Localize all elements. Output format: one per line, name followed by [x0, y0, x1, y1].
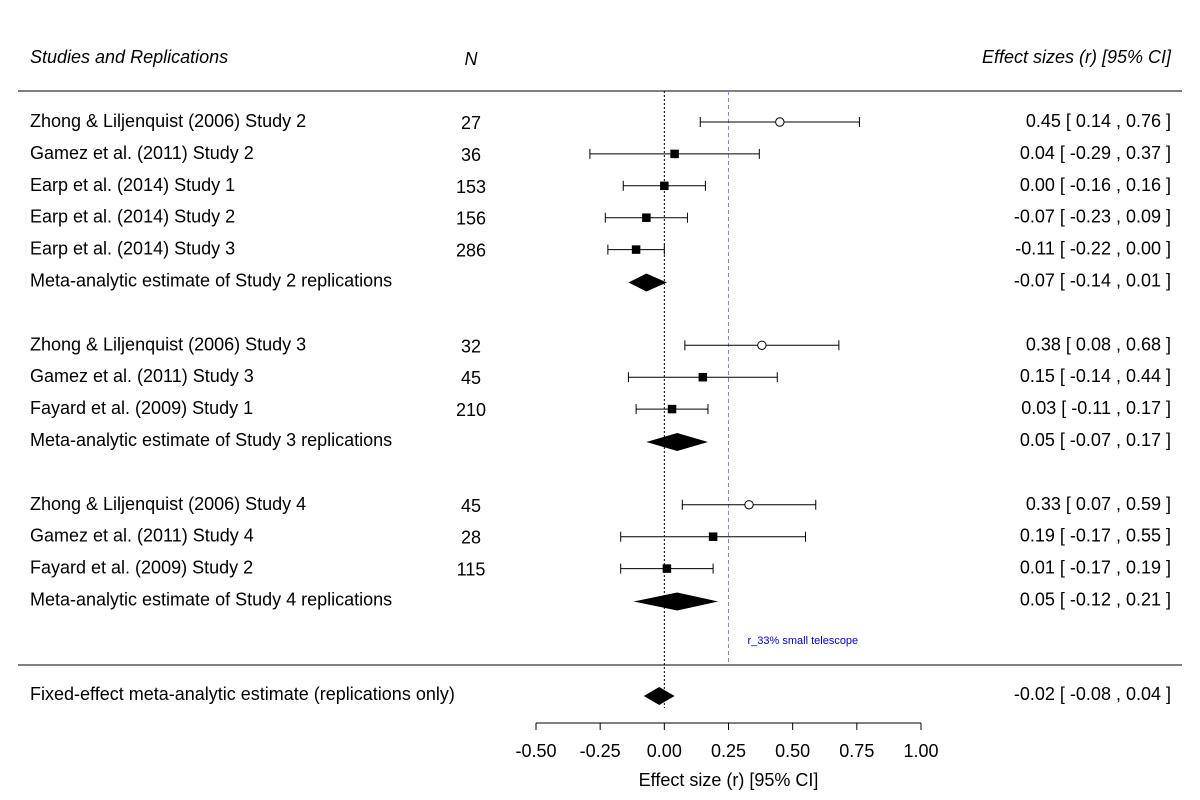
row-effect-text: -0.11 [ -0.22 , 0.00 ]	[1015, 239, 1171, 259]
x-tick-label: 0.25	[711, 741, 746, 761]
row-effect-text: 0.01 [ -0.17 , 0.19 ]	[1020, 558, 1171, 578]
x-axis-title: Effect size (r) [95% CI]	[639, 770, 819, 790]
overall-row: Fixed-effect meta-analytic estimate (rep…	[30, 684, 1171, 705]
row-effect-text: 0.15 [ -0.14 , 0.44 ]	[1020, 366, 1171, 386]
row-n: 28	[461, 528, 481, 548]
row-effect-text: 0.05 [ -0.07 , 0.17 ]	[1020, 430, 1171, 450]
row-label: Earp et al. (2014) Study 3	[30, 239, 235, 259]
x-tick-label: 0.75	[839, 741, 874, 761]
row-effect-text: 0.03 [ -0.11 , 0.17 ]	[1021, 398, 1171, 418]
row-label: Fayard et al. (2009) Study 2	[30, 558, 253, 578]
study-row: Zhong & Liljenquist (2006) Study 2 27 0.45…	[30, 111, 1171, 133]
row-n: 115	[457, 560, 486, 580]
study-row: Gamez et al. (2011) Study 4 28 0.19 [ -0.1…	[30, 526, 1171, 548]
row-effect-text: 0.45 [ 0.14 , 0.76 ]	[1026, 111, 1171, 131]
row-label: Fixed-effect meta-analytic estimate (rep…	[30, 684, 455, 704]
x-tick-label: -0.25	[580, 741, 621, 761]
row-n: 36	[461, 145, 481, 165]
row-label: Zhong & Liljenquist (2006) Study 3	[30, 334, 306, 354]
study-row: Zhong & Liljenquist (2006) Study 4 45 0.33…	[30, 494, 1171, 516]
row-label: Zhong & Liljenquist (2006) Study 4	[30, 494, 306, 514]
row-label: Zhong & Liljenquist (2006) Study 2	[30, 111, 306, 131]
x-tick-label: 0.50	[775, 741, 810, 761]
row-label: Meta-analytic estimate of Study 2 replic…	[30, 271, 392, 291]
point-estimate-square	[642, 213, 651, 222]
row-label: Earp et al. (2014) Study 2	[30, 207, 235, 227]
point-estimate-square	[660, 181, 669, 191]
row-effect-text: 0.19 [ -0.17 , 0.55 ]	[1020, 526, 1171, 546]
study-row: Fayard et al. (2009) Study 1 210 0.03 [ -0…	[30, 398, 1171, 420]
row-label: Fayard et al. (2009) Study 1	[30, 398, 253, 418]
summary-row: Meta-analytic estimate of Study 2 replic…	[30, 271, 1171, 292]
summary-diamond	[646, 433, 708, 451]
row-n: 45	[461, 496, 481, 516]
row-label: Meta-analytic estimate of Study 3 replic…	[30, 430, 392, 450]
row-n: 156	[456, 209, 486, 229]
row-effect-text: 0.33 [ 0.07 , 0.59 ]	[1026, 494, 1171, 514]
row-effect-text: 0.05 [ -0.12 , 0.21 ]	[1020, 590, 1171, 610]
row-label: Gamez et al. (2011) Study 4	[30, 526, 254, 546]
summary-diamond	[633, 592, 719, 611]
reference-line-label: r_33% small telescope	[748, 635, 859, 647]
point-estimate-square	[631, 245, 641, 254]
row-label: Earp et al. (2014) Study 1	[30, 175, 235, 195]
point-estimate-square	[698, 372, 708, 382]
point-estimate-open	[744, 500, 754, 510]
study-row: Gamez et al. (2011) Study 3 45 0.15 [ -0.1…	[30, 366, 1171, 388]
row-effect-text: 0.04 [ -0.29 , 0.37 ]	[1020, 143, 1171, 163]
study-row: Gamez et al. (2011) Study 2 36 0.04 [ -0.2…	[30, 143, 1171, 165]
point-estimate-open	[775, 117, 785, 127]
row-effect-text: 0.38 [ 0.08 , 0.68 ]	[1026, 334, 1171, 354]
row-effect-text: -0.07 [ -0.14 , 0.01 ]	[1014, 271, 1171, 291]
row-effect-text: -0.07 [ -0.23 , 0.09 ]	[1014, 207, 1171, 227]
row-n: 45	[461, 368, 481, 388]
row-n: 286	[456, 241, 486, 261]
study-row: Earp et al. (2014) Study 2 156 -0.07 [ -0.…	[30, 207, 1171, 229]
x-tick-label: 0.00	[647, 741, 682, 761]
point-estimate-square	[662, 564, 672, 573]
study-row: Zhong & Liljenquist (2006) Study 3 32 0.38…	[30, 334, 1171, 356]
x-tick-label: -0.50	[515, 741, 556, 761]
study-row: Earp et al. (2014) Study 3 286 -0.11 [ -0.…	[30, 239, 1171, 261]
row-n: 32	[461, 336, 481, 356]
row-effect-text: 0.00 [ -0.16 , 0.16 ]	[1020, 175, 1171, 195]
row-label: Gamez et al. (2011) Study 2	[30, 143, 254, 163]
point-estimate-square	[670, 149, 679, 159]
row-effect-text: -0.02 [ -0.08 , 0.04 ]	[1014, 684, 1171, 704]
row-label: Meta-analytic estimate of Study 4 replic…	[30, 590, 392, 610]
row-n: 27	[461, 113, 481, 133]
header-n: N	[465, 49, 479, 69]
row-label: Gamez et al. (2011) Study 3	[30, 366, 254, 386]
study-row: Fayard et al. (2009) Study 2 115 0.01 [ -0…	[30, 558, 1171, 580]
row-n: 153	[456, 177, 486, 197]
summary-diamond	[643, 687, 675, 705]
point-estimate-square	[708, 532, 718, 541]
study-row: Earp et al. (2014) Study 1 153 0.00 [ -0.1…	[30, 175, 1171, 197]
header-effects: Effect sizes (r) [95% CI]	[982, 47, 1172, 67]
point-estimate-square	[667, 404, 677, 414]
header-studies: Studies and Replications	[30, 47, 228, 67]
summary-diamond	[628, 273, 667, 292]
point-estimate-open	[757, 340, 767, 350]
x-tick-label: 1.00	[903, 741, 938, 761]
summary-row: Meta-analytic estimate of Study 3 replic…	[30, 430, 1171, 451]
summary-row: Meta-analytic estimate of Study 4 replic…	[30, 590, 1171, 611]
row-n: 210	[456, 400, 486, 420]
